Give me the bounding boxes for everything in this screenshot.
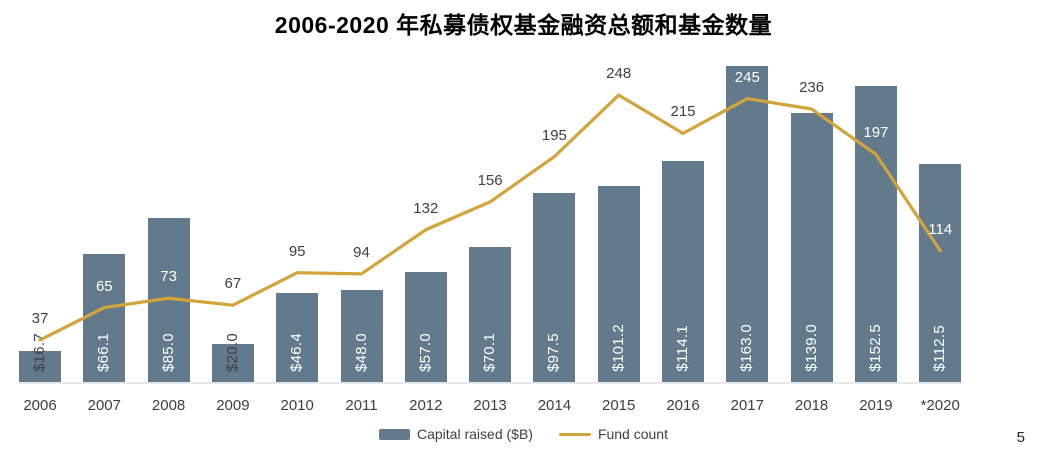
fund-count-label-2011: 94 <box>353 243 370 261</box>
legend-item-fund-count: Fund count <box>558 426 668 442</box>
x-axis-tick-2016: 2016 <box>666 397 700 414</box>
fund-count-label-2007: 65 <box>95 277 113 295</box>
legend-label-fund-count: Fund count <box>597 426 668 442</box>
x-axis-tick-2008: 2008 <box>151 397 186 414</box>
legend-label-capital-raised: Capital raised ($B) <box>417 426 533 442</box>
chart-legend: Capital raised ($B) Fund count <box>0 426 1047 442</box>
bar-value-label-2016: $114.1 <box>674 325 691 372</box>
fund-count-label-2013: 156 <box>477 171 503 189</box>
bar-value-label-2007: $66.1 <box>95 332 113 372</box>
bar-2006 <box>19 350 61 383</box>
bar-value-label-2011: $48.0 <box>352 332 370 372</box>
bar-value-label-2019: $152.5 <box>866 324 884 372</box>
line-series-swatch-icon <box>558 432 591 436</box>
fund-count-label-2018: 236 <box>799 79 825 96</box>
x-axis-tick-2020: *2020 <box>920 397 960 414</box>
fund-count-label-2012: 132 <box>413 199 439 217</box>
fund-count-label-2006: 37 <box>31 310 49 328</box>
bar-value-label-2009: $20.0 <box>223 332 241 372</box>
bar-value-label-2015: $101.2 <box>609 324 627 372</box>
fund-count-label-2010: 95 <box>288 242 306 260</box>
fund-count-label-2016: 215 <box>670 103 696 121</box>
bar-value-label-2006: $16.7 <box>31 332 48 372</box>
chart-title: 2006-2020 年私募债权基金融资总额和基金数量 <box>274 12 773 38</box>
fund-count-label-2017: 245 <box>734 68 760 86</box>
fund-count-label-2014: 195 <box>541 126 567 144</box>
bar-value-label-2020: $112.5 <box>931 325 949 372</box>
fund-count-label-2020: 114 <box>928 220 953 238</box>
fund-count-label-2009: 67 <box>224 275 242 293</box>
x-axis-tick-2017: 2017 <box>730 397 764 414</box>
bar-value-label-2018: $139.0 <box>802 324 820 372</box>
x-axis-tick-2010: 2010 <box>280 397 314 414</box>
bar-value-label-2010: $46.4 <box>288 332 306 372</box>
fund-count-label-2019: 197 <box>863 124 889 142</box>
legend-item-capital-raised: Capital raised ($B) <box>379 426 533 442</box>
bar-value-label-2017: $163.0 <box>738 324 756 372</box>
x-axis-tick-2013: 2013 <box>473 397 507 414</box>
fund-count-label-2015: 248 <box>606 65 632 83</box>
x-axis-tick-2018: 2018 <box>794 397 829 414</box>
bar-2009 <box>211 344 254 383</box>
x-axis-tick-2014: 2014 <box>537 397 572 414</box>
fund-count-label-2008: 73 <box>160 268 177 286</box>
x-axis-tick-2011: 2011 <box>345 397 378 414</box>
x-axis-line <box>18 382 962 384</box>
bar-value-label-2013: $70.1 <box>481 332 499 372</box>
x-axis-tick-2015: 2015 <box>602 397 636 414</box>
x-axis-tick-2006: 2006 <box>23 397 57 414</box>
x-axis-tick-2009: 2009 <box>216 397 250 414</box>
page-number: 5 <box>1016 429 1025 446</box>
x-axis-tick-2007: 2007 <box>87 397 121 414</box>
bar-value-label-2008: $85.0 <box>159 332 177 372</box>
bar-value-label-2014: $97.5 <box>545 332 563 372</box>
x-axis-tick-2012: 2012 <box>409 397 443 414</box>
bar-series-swatch-icon <box>379 428 410 440</box>
x-axis-tick-2019: 2019 <box>859 397 893 414</box>
bar-value-label-2012: $57.0 <box>416 332 434 372</box>
